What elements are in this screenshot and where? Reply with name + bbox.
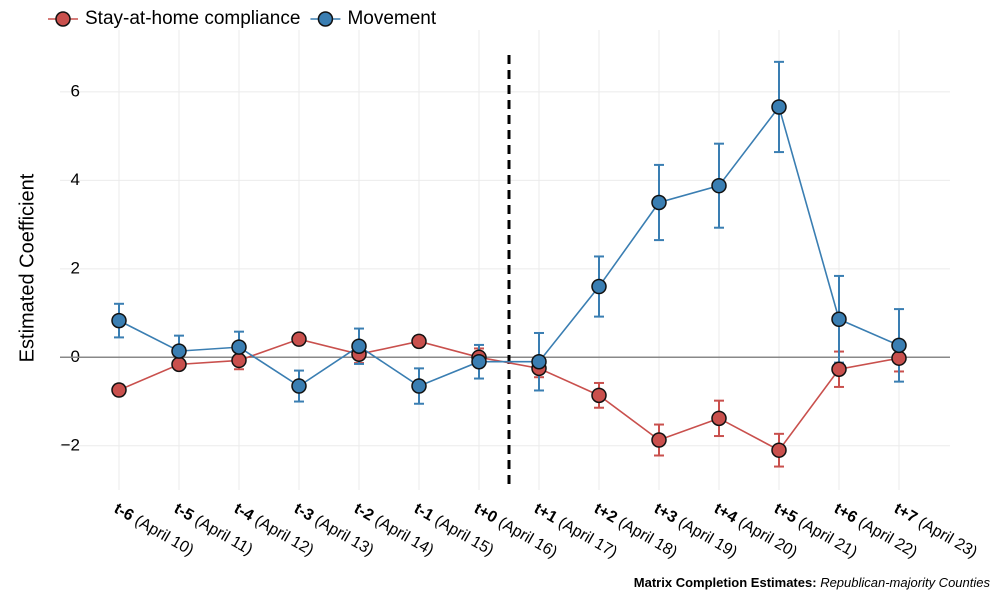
point <box>771 99 787 115</box>
series-line <box>118 338 900 452</box>
y-tick-label: 4 <box>71 170 80 189</box>
point <box>651 194 667 211</box>
point <box>111 382 127 398</box>
point <box>591 278 607 295</box>
series-line <box>118 105 900 388</box>
x-tick-period: t-2 <box>351 500 377 525</box>
caption: Matrix Completion Estimates: Republican-… <box>634 575 991 590</box>
caption-subject: Republican-majority Counties <box>820 575 990 590</box>
point <box>771 442 787 458</box>
point <box>471 353 487 370</box>
point <box>891 350 907 366</box>
legend-symbol <box>55 11 71 27</box>
point <box>531 353 547 370</box>
y-tick-label: 2 <box>71 258 80 277</box>
x-tick-period: t+6 <box>831 500 860 527</box>
legend-label: Stay-at-home compliance <box>85 8 300 29</box>
point <box>171 343 187 359</box>
point <box>231 339 247 355</box>
legend-symbol <box>317 11 334 27</box>
point <box>831 361 847 377</box>
point <box>651 432 667 448</box>
x-tick-period: t-3 <box>291 500 317 525</box>
x-tick-period: t-4 <box>231 500 257 525</box>
point <box>891 337 907 354</box>
x-tick-period: t+1 <box>531 500 560 527</box>
point <box>711 177 727 194</box>
caption-source: Matrix Completion Estimates: <box>634 575 817 590</box>
y-tick-label: 6 <box>71 81 80 100</box>
point <box>291 378 307 394</box>
point <box>411 333 427 350</box>
y-tick-label: 0 <box>71 347 80 366</box>
point <box>591 387 607 404</box>
x-tick-period: t-1 <box>411 500 437 525</box>
legend-label: Movement <box>347 8 436 29</box>
x-tick-period: t-5 <box>171 500 197 525</box>
point <box>171 356 187 373</box>
x-tick-period: t+4 <box>711 500 740 527</box>
x-tick-date: (April 23) <box>915 514 980 561</box>
y-tick-label: −2 <box>61 435 80 454</box>
point <box>231 352 247 369</box>
point <box>831 311 847 328</box>
x-tick-period: t+3 <box>651 500 680 527</box>
point <box>351 338 367 354</box>
x-tick-period: t+7 <box>891 500 920 527</box>
point <box>711 410 727 427</box>
x-tick-period: t+2 <box>591 500 620 527</box>
point <box>111 312 127 329</box>
point <box>411 378 427 394</box>
x-tick-period: t+5 <box>771 500 800 527</box>
x-tick-period: t-6 <box>111 500 137 525</box>
point <box>291 331 307 347</box>
y-axis-label: Estimated Coefficient <box>16 173 38 362</box>
x-tick-period: t+0 <box>471 500 500 527</box>
